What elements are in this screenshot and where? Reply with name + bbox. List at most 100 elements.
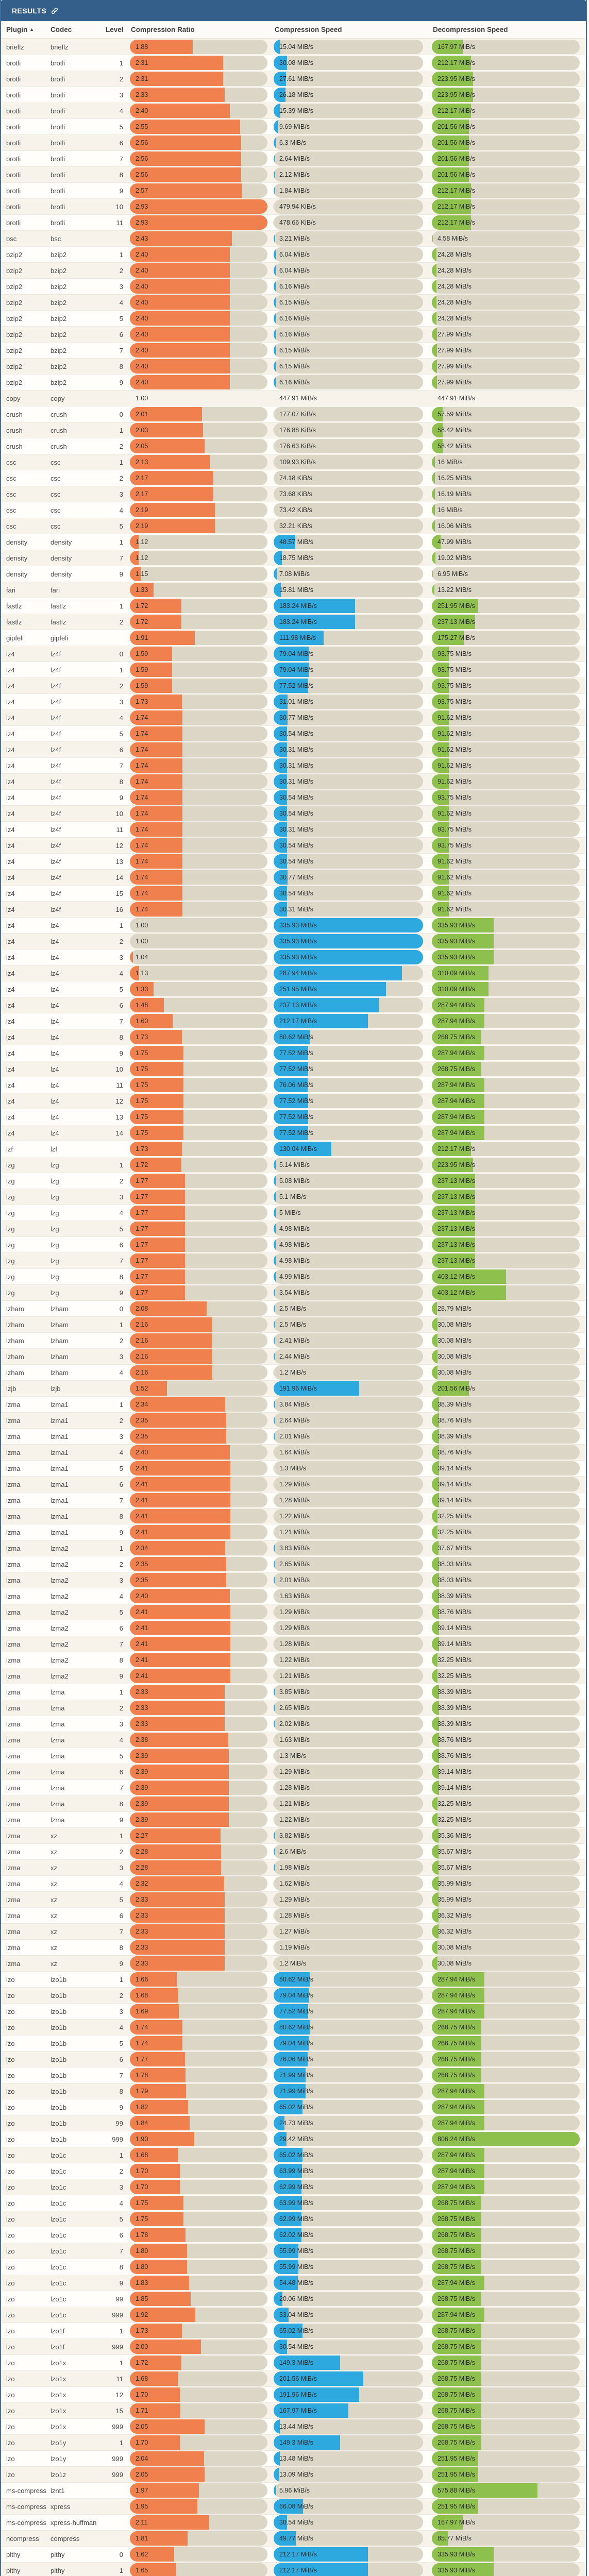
decompression-speed: 38.39 MiB/s [432, 1685, 580, 1699]
compression-speed: 6.04 MiB/s [274, 247, 423, 262]
compression-speed-value: 167.97 MiB/s [279, 2407, 317, 2414]
compression-ratio: 2.32 [130, 1876, 267, 1891]
compression-speed-bar [274, 1844, 275, 1859]
compression-speed-bar [274, 615, 356, 629]
level-cell: 2 [119, 266, 123, 275]
table-row: brotli brotli 10 2.93 479.94 KiB/s 212.17 MiB… [1, 198, 586, 214]
compression-ratio-bar [130, 2100, 189, 2114]
decompression-speed-bar [432, 120, 469, 134]
plugin-cell: lzo [6, 1991, 15, 1999]
compression-speed: 3.85 MiB/s [274, 1685, 423, 1699]
compression-speed-track: 71.99 MiB/s [274, 2068, 423, 2082]
decompression-speed: 310.09 MiB/s [432, 982, 580, 996]
compression-ratio-track: 1.77 [130, 1238, 267, 1252]
compression-speed: 1.63 MiB/s [274, 1733, 423, 1747]
compression-speed: 183.24 MiB/s [274, 599, 423, 613]
decompression-speed: 16.06 MiB/s [432, 519, 580, 533]
compression-ratio-value: 1.74 [136, 714, 148, 721]
compression-speed-value: 1.3 MiB/s [279, 1465, 307, 1472]
compression-ratio-track: 2.17 [130, 487, 267, 501]
level-cell: 2 [119, 1560, 123, 1568]
decompression-speed-track: 91.62 MiB/s [432, 774, 580, 789]
decompression-speed-track: 36.32 MiB/s [432, 1908, 580, 1923]
plugin-cell: lzg [6, 1225, 15, 1233]
compression-ratio-track: 1.68 [130, 2371, 267, 2386]
compression-speed-value: 5.1 MiB/s [279, 1193, 307, 1200]
decompression-speed-bar [432, 1781, 439, 1795]
compression-ratio: 2.41 [130, 1653, 267, 1667]
decompression-speed-bar [432, 2467, 478, 2482]
decompression-speed-bar [432, 359, 437, 374]
compression-speed-track: 55.99 MiB/s [274, 2260, 423, 2274]
compression-ratio-value: 1.85 [136, 2295, 148, 2302]
decompression-speed: 268.75 MiB/s [432, 2355, 580, 2370]
compression-ratio-track: 1.73 [130, 2324, 267, 2338]
compression-ratio: 1.70 [130, 2180, 267, 2194]
decompression-speed-value: 310.09 MiB/s [437, 986, 475, 993]
table-row: fari fari 1.33 15.81 MiB/s 13.22 MiB/s [1, 582, 586, 598]
decompression-speed-track: 287.94 MiB/s [432, 1988, 580, 2003]
plugin-cell: lzo [6, 2119, 15, 2127]
compression-speed-value: 13.44 MiB/s [279, 2423, 314, 2430]
compression-speed-track: 20.06 MiB/s [274, 2292, 423, 2306]
compression-speed-value: 2.65 MiB/s [279, 1704, 310, 1711]
decompression-speed-track: 287.94 MiB/s [432, 998, 580, 1012]
decompression-speed: 13.22 MiB/s [432, 583, 580, 597]
table-row: lzma xz 8 2.33 1.19 MiB/s 30.08 MiB/s [1, 1939, 586, 1955]
decompression-speed: 24.28 MiB/s [432, 247, 580, 262]
decompression-speed-track: 91.62 MiB/s [432, 742, 580, 757]
codec-cell: lzo1c [51, 2215, 66, 2223]
compression-ratio-track: 2.11 [130, 2515, 267, 2530]
decompression-speed-track: 287.94 MiB/s [432, 2148, 580, 2162]
section-link-icon[interactable] [51, 7, 58, 14]
compression-speed-bar [274, 231, 275, 246]
compression-ratio-track: 1.69 [130, 2004, 267, 2019]
level-cell: 12 [115, 841, 123, 850]
compression-ratio-track: 1.74 [130, 854, 267, 869]
codec-cell: brotli [51, 91, 65, 99]
decompression-speed-bar [432, 1797, 438, 1811]
compression-ratio-bar [130, 120, 241, 134]
table-row: lz4 lz4 8 1.73 80.62 MiB/s 268.75 MiB/s [1, 1029, 586, 1045]
column-header-compression-speed[interactable]: Compression Speed [275, 26, 342, 33]
compression-ratio-track: 2.16 [130, 1365, 267, 1380]
compression-speed-value: 73.68 KiB/s [279, 490, 312, 498]
compression-ratio-value: 2.05 [136, 2471, 148, 2478]
codec-cell: lzo1c [51, 2279, 66, 2287]
compression-speed-track: 65.02 MiB/s [274, 2324, 423, 2338]
plugin-cell: lzma [6, 1848, 21, 1856]
compression-ratio-bar [130, 1988, 179, 2003]
compression-speed-track: 6.04 MiB/s [274, 247, 423, 262]
compression-ratio-track: 2.33 [130, 1701, 267, 1715]
compression-ratio: 1.74 [130, 806, 267, 821]
decompression-speed: 32.25 MiB/s [432, 1812, 580, 1827]
decompression-speed-bar [432, 343, 437, 358]
codec-cell: lz4 [51, 1065, 59, 1073]
compression-ratio-bar [130, 2499, 198, 2514]
compression-ratio: 2.28 [130, 1844, 267, 1859]
decompression-speed-value: 24.28 MiB/s [437, 315, 472, 322]
column-header-level[interactable]: Level [106, 26, 124, 33]
table-row: lz4 lz4 5 1.33 251.95 MiB/s 310.09 MiB/s [1, 981, 586, 997]
compression-ratio-track: 1.78 [130, 2228, 267, 2242]
column-header-compression-ratio[interactable]: Compression Ratio [131, 26, 195, 33]
compression-speed-bar [274, 918, 423, 933]
compression-speed-track: 2.02 MiB/s [274, 1717, 423, 1731]
compression-speed-track: 335.93 MiB/s [274, 918, 423, 933]
table-row: lz4 lz4f 9 1.74 30.54 MiB/s 93.75 MiB/s [1, 789, 586, 805]
decompression-speed: 268.75 MiB/s [432, 2419, 580, 2434]
decompression-speed-value: 806.24 MiB/s [437, 2136, 475, 2143]
level-cell: 999 [112, 2470, 123, 2479]
decompression-speed-track: 38.39 MiB/s [432, 1397, 580, 1412]
compression-speed-bar [274, 806, 288, 821]
column-header-plugin[interactable]: Plugin ▲ [1, 26, 51, 33]
compression-speed-bar [274, 1078, 308, 1092]
column-header-codec[interactable]: Codec [51, 26, 72, 33]
compression-speed: 2.12 MiB/s [274, 167, 423, 182]
decompression-speed-bar [432, 854, 449, 869]
decompression-speed-bar [432, 2132, 580, 2146]
table-row: lzf lzf 1.73 130.04 MiB/s 212.17 MiB/s [1, 1141, 586, 1157]
decompression-speed: 57.59 MiB/s [432, 407, 580, 421]
column-header-decompression-speed[interactable]: Decompression Speed [433, 26, 508, 33]
compression-ratio-bar [130, 2563, 176, 2576]
